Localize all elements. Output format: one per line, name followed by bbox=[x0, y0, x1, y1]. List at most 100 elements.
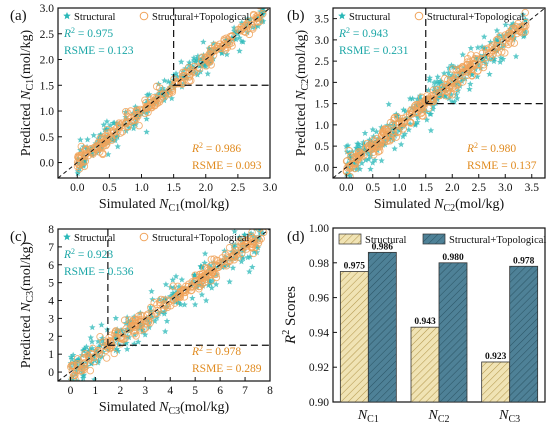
bar-structural bbox=[481, 361, 511, 403]
topological-point bbox=[77, 142, 86, 151]
structural-point bbox=[165, 78, 172, 85]
scatter-points bbox=[342, 8, 530, 178]
structural-point bbox=[103, 118, 111, 125]
structural-point bbox=[238, 38, 245, 45]
topological-point bbox=[122, 118, 131, 127]
structural-point bbox=[437, 79, 445, 86]
structural-point bbox=[512, 53, 520, 60]
topological-point bbox=[122, 107, 130, 116]
topological-point bbox=[130, 330, 139, 338]
structural-point bbox=[77, 136, 84, 143]
topological-point bbox=[418, 112, 426, 120]
topological-point bbox=[187, 76, 195, 85]
topological-point bbox=[226, 37, 234, 45]
y-tick-label: 7 bbox=[48, 242, 54, 254]
topological-point bbox=[250, 11, 258, 20]
structural-point bbox=[210, 40, 217, 47]
x-tick-label: 4 bbox=[167, 385, 173, 397]
topological-point bbox=[452, 66, 460, 74]
topological-point bbox=[500, 49, 509, 57]
topological-point bbox=[197, 57, 206, 65]
topological-point bbox=[254, 18, 262, 26]
topological-point bbox=[150, 93, 158, 102]
x-tick-label: 3.0 bbox=[263, 182, 278, 194]
structural-point bbox=[88, 360, 95, 367]
structural-point bbox=[362, 156, 369, 163]
structural-point bbox=[246, 268, 253, 275]
x-axis-label: Simulated NC3(mol/kg) bbox=[99, 400, 230, 417]
topological-point bbox=[198, 53, 206, 61]
r2-structural: R2 = 0.923 bbox=[63, 247, 113, 261]
topological-point bbox=[89, 148, 97, 157]
topological-point bbox=[241, 243, 250, 251]
structural-point bbox=[358, 159, 366, 167]
rsme-topological: RSME = 0.093 bbox=[192, 160, 262, 172]
structural-point bbox=[190, 57, 198, 64]
topological-point bbox=[252, 13, 260, 21]
structural-point bbox=[401, 130, 409, 137]
topological-point bbox=[191, 277, 199, 285]
legend-topological-marker bbox=[139, 11, 149, 21]
topological-point bbox=[203, 269, 212, 278]
structural-point bbox=[212, 281, 220, 288]
x-tick-label: 1 bbox=[93, 385, 99, 397]
r2-structural: R2 = 0.975 bbox=[63, 26, 113, 40]
x-tick-label: 0.0 bbox=[70, 182, 85, 194]
rsme-structural: RSME = 0.231 bbox=[339, 45, 409, 57]
topological-point bbox=[245, 30, 254, 39]
topological-point bbox=[234, 253, 242, 261]
topological-point bbox=[383, 126, 391, 134]
structural-point bbox=[236, 34, 243, 41]
legend-topological-label: Structural+Topological bbox=[449, 235, 546, 246]
structural-point bbox=[356, 165, 364, 172]
structural-point bbox=[114, 143, 121, 150]
structural-point bbox=[353, 166, 360, 173]
structural-point bbox=[83, 343, 90, 350]
y-axis-label: Predicted NC1(mol/kg) bbox=[19, 29, 36, 156]
structural-point bbox=[130, 125, 137, 132]
topological-point bbox=[471, 59, 479, 68]
topological-point bbox=[176, 287, 185, 296]
y-tick-label: 0.94 bbox=[309, 327, 329, 339]
structural-point bbox=[347, 172, 354, 178]
x-tick-label: 2.0 bbox=[199, 182, 214, 194]
topological-point bbox=[81, 362, 89, 371]
topological-point bbox=[397, 121, 406, 130]
topological-point bbox=[123, 329, 132, 338]
topological-point bbox=[105, 334, 113, 342]
y-tick-label: 0.0 bbox=[315, 162, 330, 174]
plot-frame bbox=[332, 7, 546, 179]
topological-point bbox=[206, 267, 214, 275]
topological-point bbox=[195, 64, 204, 73]
topological-point bbox=[449, 83, 458, 91]
structural-point bbox=[172, 70, 180, 77]
topological-point bbox=[132, 332, 140, 340]
topological-point bbox=[110, 128, 118, 137]
topological-point bbox=[159, 90, 168, 99]
topological-point bbox=[202, 62, 210, 70]
topological-point bbox=[148, 98, 157, 107]
topological-point bbox=[76, 154, 84, 163]
scatter-points bbox=[67, 229, 268, 381]
structural-point bbox=[445, 69, 452, 76]
legend-structural-label: Structural bbox=[74, 233, 115, 244]
y-axis-label: R2 Scores bbox=[281, 286, 299, 345]
structural-point bbox=[234, 30, 241, 37]
topological-point bbox=[468, 72, 476, 80]
structural-point bbox=[104, 326, 111, 333]
topological-point bbox=[375, 147, 384, 155]
topological-point bbox=[141, 96, 149, 104]
panel-label: (b) bbox=[287, 8, 305, 24]
structural-point bbox=[208, 284, 215, 291]
structural-point bbox=[177, 301, 184, 308]
structural-point bbox=[178, 276, 186, 283]
y-tick-label: 2 bbox=[48, 331, 54, 343]
topological-point bbox=[247, 232, 256, 241]
topological-point bbox=[244, 18, 253, 26]
topological-point bbox=[116, 340, 125, 348]
topological-point bbox=[169, 282, 177, 290]
structural-point bbox=[448, 98, 456, 105]
topological-point bbox=[113, 127, 122, 135]
structural-point bbox=[162, 328, 169, 335]
